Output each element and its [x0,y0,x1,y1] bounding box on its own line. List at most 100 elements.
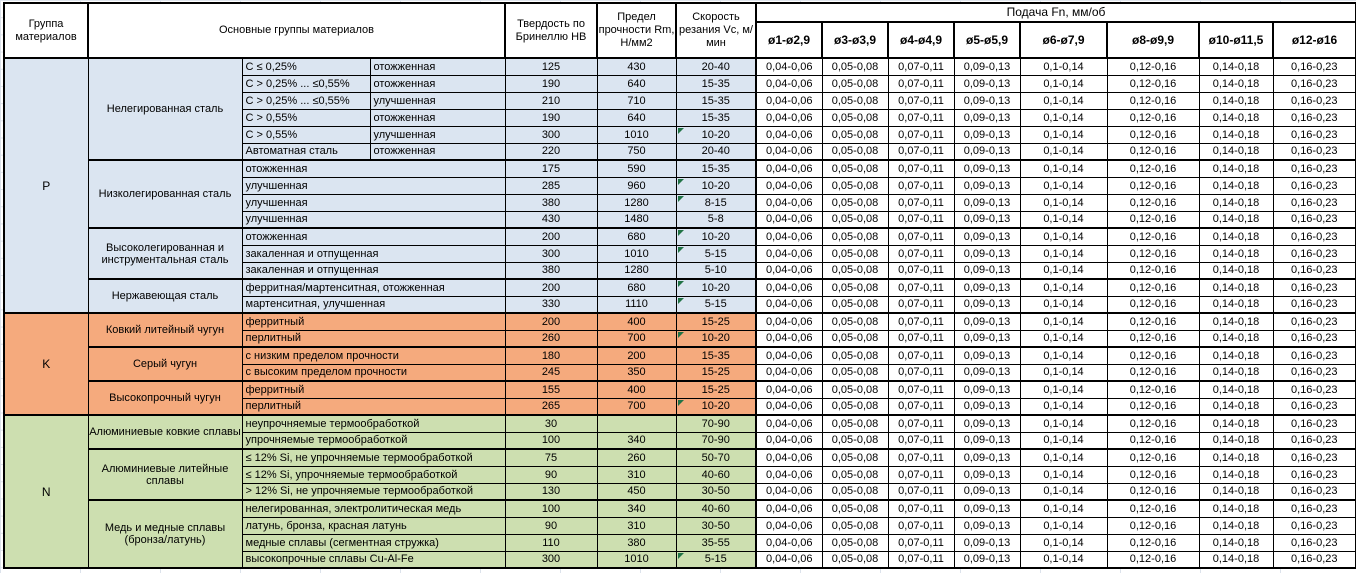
cell-feed-value[interactable]: 0,07-0,11 [887,244,955,263]
cell-state[interactable]: упрочняемые термообработкой [241,431,506,450]
cell-feed-value[interactable]: 0,05-0,08 [821,550,889,569]
cell-hardness-hb[interactable]: 300 [504,244,598,263]
cell-subgroup-name[interactable]: Алюминиевые литейные сплавы [87,448,243,501]
cell-feed-value[interactable]: 0,14-0,18 [1198,244,1274,263]
feed-col-header[interactable]: ø3-ø3,9 [821,21,889,59]
cell-state[interactable]: > 12% Si, не упрочняемые термообработкой [241,482,506,501]
cell-feed-value[interactable]: 0,1-0,14 [1019,295,1108,314]
cell-hardness-hb[interactable]: 330 [504,295,598,314]
cell-feed-value[interactable]: 0,1-0,14 [1019,414,1108,433]
cell-cutting-speed-vc[interactable]: 5-15 [675,295,757,314]
cell-feed-value[interactable]: 0,09-0,13 [953,312,1021,331]
cell-strength-rm[interactable]: 200 [596,346,677,365]
cell-state[interactable]: ≤ 12% Si, не упрочняемые термообработкой [241,448,506,467]
cell-cutting-speed-vc[interactable]: 15-35 [675,159,757,178]
cell-feed-value[interactable]: 0,04-0,06 [755,533,823,552]
cell-feed-value[interactable]: 0,16-0,23 [1272,499,1356,518]
cell-feed-value[interactable]: 0,05-0,08 [821,380,889,399]
cell-hardness-hb[interactable]: 180 [504,346,598,365]
cell-feed-value[interactable]: 0,04-0,06 [755,159,823,178]
cell-strength-rm[interactable]: 710 [596,91,677,110]
cell-feed-value[interactable]: 0,04-0,06 [755,397,823,416]
cell-strength-rm[interactable]: 590 [596,159,677,178]
header-strength[interactable]: Предел прочности Rm, Н/мм2 [596,2,677,59]
cell-feed-value[interactable]: 0,05-0,08 [821,312,889,331]
cell-state[interactable]: улучшенная [241,176,506,195]
cell-feed-value[interactable]: 0,16-0,23 [1272,414,1356,433]
cell-feed-value[interactable]: 0,05-0,08 [821,482,889,501]
cell-subgroup-name[interactable]: Высокопрочный чугун [87,380,243,416]
cell-feed-value[interactable]: 0,12-0,16 [1106,125,1200,144]
cell-state[interactable]: улучшенная [369,91,506,110]
cell-feed-value[interactable]: 0,07-0,11 [887,125,955,144]
cell-feed-value[interactable]: 0,1-0,14 [1019,448,1108,467]
cell-cutting-speed-vc[interactable]: 35-55 [675,533,757,552]
cell-feed-value[interactable]: 0,16-0,23 [1272,346,1356,365]
cell-feed-value[interactable]: 0,1-0,14 [1019,176,1108,195]
cell-feed-value[interactable]: 0,16-0,23 [1272,142,1356,161]
cell-feed-value[interactable]: 0,1-0,14 [1019,261,1108,280]
cell-feed-value[interactable]: 0,14-0,18 [1198,533,1274,552]
cell-feed-value[interactable]: 0,14-0,18 [1198,329,1274,348]
cell-state[interactable]: отожженная [369,108,506,127]
cell-hardness-hb[interactable]: 100 [504,431,598,450]
cell-feed-value[interactable]: 0,1-0,14 [1019,397,1108,416]
cell-state[interactable]: перлитный [241,397,506,416]
cell-feed-value[interactable]: 0,04-0,06 [755,550,823,569]
cell-state[interactable]: отожженная [241,159,506,178]
cell-feed-value[interactable]: 0,14-0,18 [1198,74,1274,93]
cell-feed-value[interactable]: 0,12-0,16 [1106,261,1200,280]
cell-feed-value[interactable]: 0,16-0,23 [1272,74,1356,93]
cell-feed-value[interactable]: 0,12-0,16 [1106,431,1200,450]
cell-feed-value[interactable]: 0,1-0,14 [1019,125,1108,144]
feed-col-header[interactable]: ø10-ø11,5 [1198,21,1274,59]
cell-state[interactable]: отожженная [369,74,506,93]
cell-state[interactable]: закаленная и отпущенная [241,244,506,263]
cell-feed-value[interactable]: 0,1-0,14 [1019,550,1108,569]
cell-feed-value[interactable]: 0,12-0,16 [1106,363,1200,382]
cell-hardness-hb[interactable]: 190 [504,74,598,93]
cell-feed-value[interactable]: 0,05-0,08 [821,278,889,297]
cell-feed-value[interactable]: 0,09-0,13 [953,57,1021,76]
cell-strength-rm[interactable]: 310 [596,516,677,535]
cell-feed-value[interactable]: 0,16-0,23 [1272,244,1356,263]
cell-feed-value[interactable]: 0,04-0,06 [755,482,823,501]
cell-state[interactable]: медные сплавы (сегментная стружка) [241,533,506,552]
cell-cutting-speed-vc[interactable]: 5-10 [675,261,757,280]
cell-cutting-speed-vc[interactable]: 20-40 [675,142,757,161]
cell-subgroup-name[interactable]: Ковкий литейный чугун [87,312,243,348]
cell-feed-value[interactable]: 0,16-0,23 [1272,482,1356,501]
cell-feed-value[interactable]: 0,1-0,14 [1019,57,1108,76]
cell-feed-value[interactable]: 0,05-0,08 [821,125,889,144]
cell-state[interactable]: закаленная и отпущенная [241,261,506,280]
cell-hardness-hb[interactable]: 155 [504,380,598,399]
cell-feed-value[interactable]: 0,05-0,08 [821,244,889,263]
cell-hardness-hb[interactable]: 220 [504,142,598,161]
cell-feed-value[interactable]: 0,12-0,16 [1106,91,1200,110]
cell-feed-value[interactable]: 0,07-0,11 [887,533,955,552]
cell-subgroup-name[interactable]: Высоколегированная и инструментальная ст… [87,227,243,280]
cell-feed-value[interactable]: 0,1-0,14 [1019,278,1108,297]
cell-feed-value[interactable]: 0,16-0,23 [1272,431,1356,450]
cell-feed-value[interactable]: 0,04-0,06 [755,346,823,365]
cell-feed-value[interactable]: 0,05-0,08 [821,363,889,382]
cell-feed-value[interactable]: 0,12-0,16 [1106,380,1200,399]
cell-feed-value[interactable]: 0,04-0,06 [755,176,823,195]
cell-strength-rm[interactable]: 960 [596,176,677,195]
cell-feed-value[interactable]: 0,14-0,18 [1198,91,1274,110]
cell-spec[interactable]: C > 0,25% ... ≤0,55% [241,91,371,110]
cell-feed-value[interactable]: 0,09-0,13 [953,142,1021,161]
cell-feed-value[interactable]: 0,05-0,08 [821,57,889,76]
cell-feed-value[interactable]: 0,16-0,23 [1272,533,1356,552]
cell-strength-rm[interactable]: 380 [596,533,677,552]
cell-feed-value[interactable]: 0,04-0,06 [755,312,823,331]
cell-feed-value[interactable]: 0,07-0,11 [887,295,955,314]
cell-strength-rm[interactable]: 340 [596,499,677,518]
cell-feed-value[interactable]: 0,14-0,18 [1198,499,1274,518]
cell-feed-value[interactable]: 0,04-0,06 [755,448,823,467]
cell-feed-value[interactable]: 0,07-0,11 [887,227,955,246]
cell-feed-value[interactable]: 0,12-0,16 [1106,482,1200,501]
cell-hardness-hb[interactable]: 210 [504,91,598,110]
cell-cutting-speed-vc[interactable]: 5-8 [675,210,757,229]
cell-cutting-speed-vc[interactable]: 10-20 [675,329,757,348]
